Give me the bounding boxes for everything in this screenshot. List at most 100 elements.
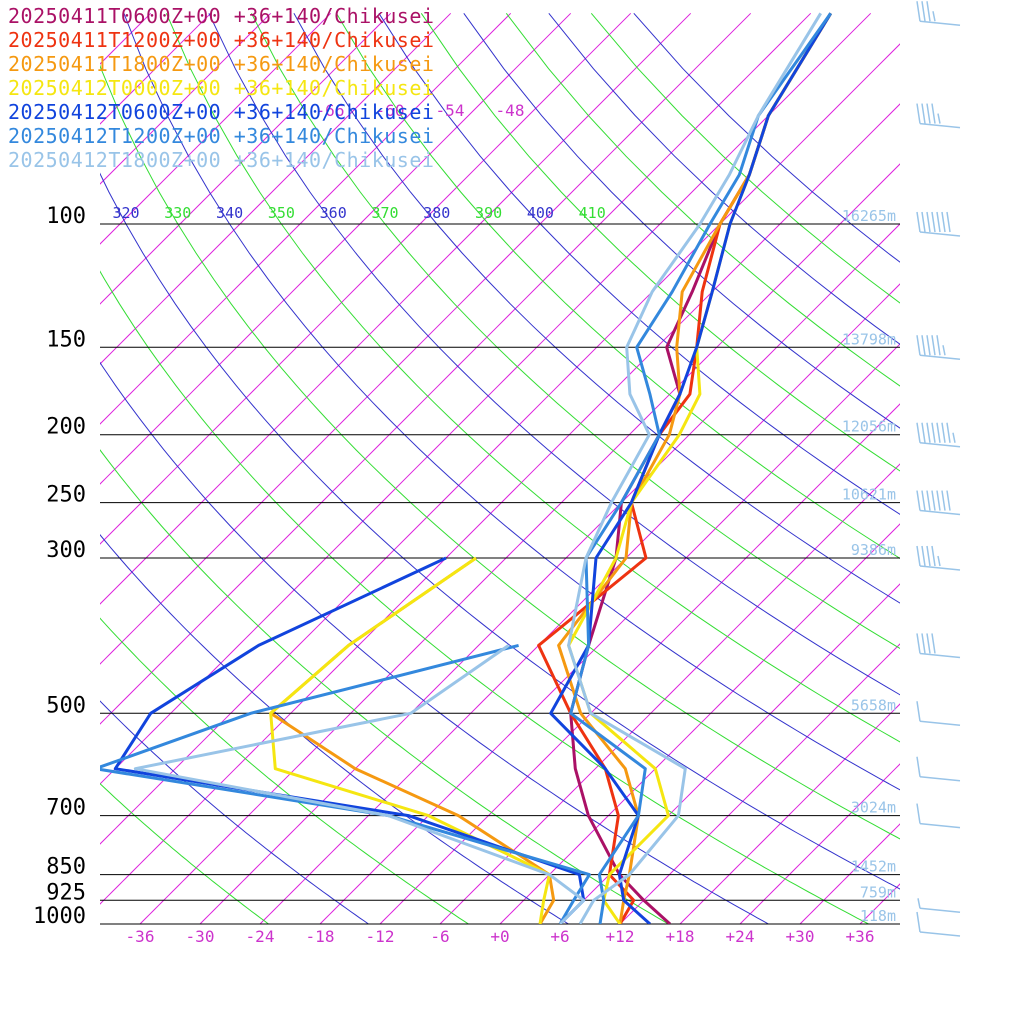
wind-barb-flag xyxy=(931,211,936,233)
wind-barb-flag xyxy=(931,103,936,124)
height-labels: 16265m 13798m 12056m 10621m 9386m 5658m 3024m 1… xyxy=(842,207,896,925)
wind-barb xyxy=(916,633,961,659)
wind-barb-flag xyxy=(916,490,921,511)
dewpoint-line xyxy=(113,556,586,924)
wind-barb xyxy=(916,545,961,571)
wind-barb-flag xyxy=(946,490,951,511)
legend-entry: 20250411T0600Z+00 +36+140/Chikusei xyxy=(8,4,435,28)
dry-adiabat-line xyxy=(123,13,900,791)
wind-barb-flag xyxy=(931,633,936,654)
dry-adiabat-line xyxy=(250,13,900,650)
isotherm-line xyxy=(100,12,812,725)
isobar-lines xyxy=(100,223,900,925)
wind-barb xyxy=(917,898,961,914)
theta-label: 350 xyxy=(268,204,295,222)
dewpoint-line xyxy=(133,644,586,924)
isotherm-line xyxy=(100,12,872,785)
theta-label: 390 xyxy=(475,204,502,222)
height-label: 16265m xyxy=(842,207,896,225)
wind-barb xyxy=(916,911,961,937)
wind-barb-flag xyxy=(932,11,936,22)
wind-barb-shaft xyxy=(919,822,961,829)
height-label: 10621m xyxy=(842,486,896,504)
wind-barb-flag xyxy=(926,490,931,511)
theta-label: 320 xyxy=(112,204,139,222)
wind-barb-flag xyxy=(952,432,956,443)
wind-barb-flag xyxy=(941,490,946,511)
height-label: 13798m xyxy=(842,330,896,348)
wind-barb-flag xyxy=(916,756,921,777)
wind-barb-shaft xyxy=(919,720,961,727)
legend: 20250411T0600Z+00 +36+140/Chikusei 20250… xyxy=(8,4,434,172)
theta-label: 370 xyxy=(371,204,398,222)
wind-barb-flag xyxy=(926,335,931,356)
isotherm-line xyxy=(859,883,900,924)
wind-barb-flag xyxy=(916,803,921,824)
dry-adiabat-line xyxy=(208,13,900,696)
height-label: 118m xyxy=(860,907,896,925)
wind-barb-flag xyxy=(936,490,941,511)
temperature-line xyxy=(557,12,832,924)
upper-temp-label: -48 xyxy=(496,101,525,120)
temperature-axis-labels: -36 -30 -24 -18 -12 -6 +0 +6 +12 +18 +24 +30 +36 xyxy=(126,927,875,946)
wind-barb-flag xyxy=(931,335,936,356)
wind-barb-flag xyxy=(941,211,946,233)
x-tick-label: -24 xyxy=(246,927,275,946)
wind-barb xyxy=(916,335,961,361)
temperature-line xyxy=(537,12,832,924)
pressure-label: 850 xyxy=(46,855,86,880)
pressure-label: 200 xyxy=(46,415,86,440)
isotherm-line xyxy=(100,12,752,665)
dry-adiabat-line xyxy=(100,172,900,890)
wind-barb xyxy=(916,803,961,829)
isotherm-line xyxy=(499,523,900,924)
theta-label: 330 xyxy=(164,204,191,222)
x-tick-label: +30 xyxy=(786,927,815,946)
wind-barb-shaft xyxy=(919,354,961,361)
wind-barb-flag xyxy=(921,545,926,567)
legend-entry: 20250411T1800Z+00 +36+140/Chikusei xyxy=(8,52,435,76)
isotherm-line xyxy=(920,13,1024,924)
wind-barb-flag xyxy=(937,113,941,124)
sounding-series xyxy=(100,12,832,924)
x-tick-label: -6 xyxy=(430,927,449,946)
dry-adiabat-line xyxy=(633,12,900,263)
wind-barb xyxy=(916,103,961,129)
wind-barb-flag xyxy=(926,103,931,124)
wind-barb-flag xyxy=(926,422,931,443)
dry-adiabat-line xyxy=(463,13,900,429)
x-tick-label: +0 xyxy=(490,927,509,946)
x-tick-label: -18 xyxy=(306,927,335,946)
legend-entry: 20250412T0000Z+00 +36+140/Chikusei xyxy=(8,76,435,100)
dry-adiabat-line xyxy=(100,700,369,924)
x-tick-label: +18 xyxy=(666,927,695,946)
wind-barb-flag xyxy=(937,555,941,567)
wind-barb-flag xyxy=(916,422,921,443)
upper-temp-label: -66 xyxy=(316,101,345,120)
wind-barb-flag xyxy=(921,211,926,233)
wind-barb-flag xyxy=(916,911,921,933)
wind-barb-flag xyxy=(942,345,946,356)
x-tick-label: +36 xyxy=(846,927,875,946)
dry-adiabat-line xyxy=(100,783,269,924)
wind-barb-flag xyxy=(931,422,936,443)
wind-barb-flag xyxy=(946,422,951,443)
wind-barb-flag xyxy=(931,545,936,567)
isotherm-line xyxy=(379,403,900,924)
wind-barb-shaft xyxy=(919,231,961,237)
wind-barb-shaft xyxy=(919,931,961,937)
wind-barb-flag xyxy=(921,633,926,654)
wind-barb-flag xyxy=(916,103,921,124)
isotherm-line xyxy=(100,12,632,545)
wind-barb xyxy=(916,490,961,516)
x-tick-label: +12 xyxy=(606,927,635,946)
isotherm-line xyxy=(439,463,900,924)
isotherm-line xyxy=(799,823,900,924)
upper-temp-label: -54 xyxy=(436,101,465,120)
wind-barb-shaft xyxy=(919,907,961,914)
wind-barb-flag xyxy=(926,211,931,233)
wind-barb xyxy=(916,1,961,27)
wind-barb-flag xyxy=(926,1,931,22)
theta-label: 410 xyxy=(579,204,606,222)
theta-label: 380 xyxy=(423,204,450,222)
